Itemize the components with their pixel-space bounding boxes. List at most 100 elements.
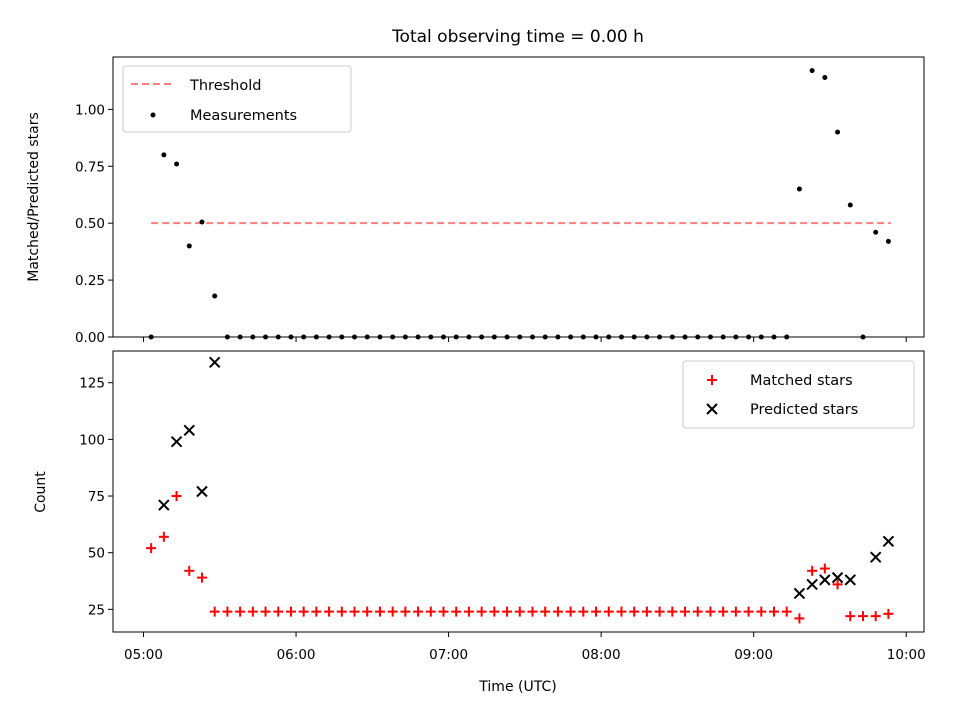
matched-point (502, 606, 513, 617)
predicted-point (819, 574, 831, 586)
x-tick-label: 06:00 (277, 647, 316, 663)
matched-point (349, 606, 360, 617)
matched-point (692, 606, 703, 617)
matched-point (654, 606, 665, 617)
measurement-point (809, 68, 815, 74)
matched-point (616, 606, 627, 617)
matched-point (260, 606, 271, 617)
bottom-x-ticks: 05:00 06:00 07:00 08:00 09:00 10:00 (124, 632, 926, 663)
bottom-legend-box (682, 360, 915, 429)
matched-point (629, 606, 640, 617)
predicted-point (844, 574, 856, 586)
matched-point (222, 606, 233, 617)
matched-point (413, 606, 424, 617)
chart-title: Total observing time = 0.00 h (391, 27, 644, 47)
top-axes-frame (112, 56, 925, 338)
y-tick-label: 0.00 (75, 330, 105, 346)
legend-matched-label: Matched stars (750, 373, 853, 389)
top-x-ticks (143, 337, 907, 342)
matched-point (184, 565, 195, 576)
y-tick-label: 125 (79, 376, 105, 392)
matched-point (514, 606, 525, 617)
matched-point (730, 606, 741, 617)
matched-point (387, 606, 398, 617)
measurement-point (822, 74, 828, 80)
predicted-point (869, 551, 882, 563)
matched-point (540, 606, 551, 617)
matched-point (641, 606, 652, 617)
matched-point (400, 606, 411, 617)
y-tick-label: 0.75 (75, 159, 105, 175)
predicted-point (183, 424, 195, 437)
predicted-point (170, 435, 183, 448)
predicted-point (882, 535, 895, 548)
y-tick-label: 1.00 (75, 102, 105, 118)
matched-point (705, 606, 716, 617)
top-y-ticks: 0.00 0.25 0.50 0.75 1.00 (75, 102, 113, 346)
top-panel: 0.00 0.25 0.50 0.75 1.00 Matched/Predicted s… (26, 56, 925, 346)
y-tick-label: 75 (88, 489, 105, 505)
matched-point (374, 606, 385, 617)
matched-point (807, 565, 818, 576)
predicted-point (158, 499, 170, 511)
bottom-axes-frame (112, 350, 925, 633)
predicted-point (793, 587, 806, 600)
matched-point (769, 606, 780, 617)
measurement-point (796, 186, 802, 192)
matched-point (324, 606, 335, 617)
measurement-point (174, 161, 180, 167)
matched-point (146, 543, 157, 554)
bottom-legend: Matched stars Predicted stars (682, 360, 915, 429)
matched-point (794, 613, 805, 624)
predicted-point (208, 356, 221, 369)
x-tick-label: 05:00 (124, 647, 163, 663)
predicted-point (196, 485, 208, 498)
legend-measurements-swatch (150, 112, 156, 118)
measurement-point (873, 229, 879, 235)
matched-point (171, 491, 182, 502)
matched-point (336, 606, 347, 617)
matched-point (743, 606, 754, 617)
measurement-point (847, 202, 853, 208)
x-tick-label: 08:00 (582, 647, 621, 663)
matched-point (298, 606, 309, 617)
matched-point (235, 606, 246, 617)
matched-point (425, 606, 436, 617)
top-y-axis-label: Matched/Predicted stars (26, 112, 42, 282)
matched-point (463, 606, 474, 617)
matched-point (781, 606, 792, 617)
y-tick-label: 0.25 (75, 273, 105, 289)
predicted-point (831, 571, 844, 584)
predicted-point (806, 578, 818, 591)
matched-point (451, 606, 462, 617)
matched-point (857, 611, 868, 622)
legend-measurements-label: Measurements (190, 108, 297, 124)
bottom-y-ticks: 25 50 75 100 125 (79, 376, 113, 618)
x-axis-label: Time (UTC) (478, 679, 556, 695)
matched-point (819, 563, 830, 574)
matched-point (158, 531, 169, 542)
measurement-point (835, 129, 841, 135)
matched-point (680, 606, 691, 617)
matched-point (756, 606, 767, 617)
matched-point (565, 606, 576, 617)
y-tick-label: 50 (88, 546, 105, 562)
measurement-point (186, 243, 192, 249)
legend-predicted-swatch (706, 403, 718, 415)
matched-point (578, 606, 589, 617)
bottom-marks (146, 356, 895, 624)
matched-point (603, 606, 614, 617)
x-tick-label: 07:00 (429, 647, 468, 663)
x-tick-label: 09:00 (734, 647, 773, 663)
x-tick-label: 10:00 (887, 647, 926, 663)
matched-point (247, 606, 258, 617)
bottom-panel: 25 50 75 100 125 05:00 06:00 07:00 08:00 09:00 10… (33, 350, 926, 695)
measurement-point (199, 219, 205, 225)
y-tick-label: 0.50 (75, 216, 105, 232)
matched-point (883, 608, 894, 619)
legend-predicted-label: Predicted stars (750, 402, 858, 418)
legend-threshold-label: Threshold (189, 78, 261, 94)
matched-point (362, 606, 373, 617)
top-legend: Threshold Measurements (122, 65, 352, 133)
